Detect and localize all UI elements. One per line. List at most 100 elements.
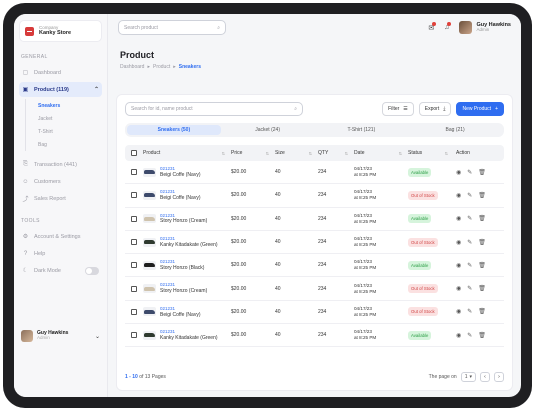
edit-icon[interactable]: ✎ (467, 332, 473, 339)
time-value: at 8:25 PM (354, 242, 377, 248)
filter-button[interactable]: Filter ☰ (382, 102, 414, 116)
sidebar-item-label: Customers (34, 178, 61, 185)
sidebar-item-label: Transaction (441) (34, 161, 77, 168)
tab-bag[interactable]: Bag (21) (445, 127, 465, 133)
view-icon[interactable]: ◉ (456, 309, 462, 316)
row-checkbox[interactable] (131, 169, 137, 176)
breadcrumb-product[interactable]: Product (152, 64, 171, 70)
product-code[interactable]: 021231 (160, 259, 176, 265)
view-icon[interactable]: ◉ (456, 216, 462, 223)
page-select[interactable]: 1 ▾ (460, 372, 476, 382)
row-checkbox[interactable] (131, 262, 137, 269)
sidebar-item-sales-report[interactable]: ⤴ Sales Report (19, 191, 102, 206)
prev-page-button[interactable]: ‹ (480, 372, 490, 382)
view-icon[interactable]: ◉ (456, 239, 462, 246)
header-status[interactable]: Status ⇅ (408, 150, 454, 156)
qty-cell: 234 (318, 169, 327, 176)
edit-icon[interactable]: ✎ (467, 216, 473, 223)
product-code[interactable]: 021231 (160, 212, 176, 218)
tab-tshirt[interactable]: T-Shirt (121) (347, 127, 376, 133)
sidebar-subitem-sneakers[interactable]: Sneakers (25, 99, 102, 112)
table-row[interactable]: 021231 Beigi Coffe (Navy) $20.00 40 234 04/17… (125, 184, 504, 208)
sidebar-item-product[interactable]: ▣ Product (119) ⌃ (19, 82, 102, 97)
view-icon[interactable]: ◉ (456, 332, 462, 339)
product-code[interactable]: 021231 (160, 165, 176, 171)
product-code[interactable]: 021231 (160, 282, 176, 288)
sidebar-subitem-tshirt[interactable]: T-Shirt (25, 125, 102, 138)
sidebar-item-customers[interactable]: ☺ Customers (19, 174, 102, 189)
global-search-input[interactable]: Search product ⌕ (118, 20, 226, 35)
new-product-button[interactable]: New Product + (456, 102, 504, 116)
mail-icon[interactable]: ✉ (428, 21, 437, 32)
table-row[interactable]: 021231 Kanky Kitadakate (Green) $20.00 40 23… (125, 324, 504, 348)
breadcrumb-dashboard[interactable]: Dashboard (120, 64, 145, 70)
row-checkbox[interactable] (131, 192, 137, 199)
header-price[interactable]: Price ⇅ (231, 150, 275, 156)
chevron-up-icon[interactable]: ⌃ (93, 87, 99, 93)
table-row[interactable]: 021231 Story Honzo (Black) $20.00 40 234 04/1… (125, 254, 504, 278)
topbar-user[interactable]: Guy Hawkins Admin (459, 21, 511, 34)
sidebar-item-transaction[interactable]: ⎘ Transaction (441) (19, 157, 102, 172)
caret-down-icon: ▾ (469, 374, 472, 380)
tab-sneakers[interactable]: Sneakers (50) (127, 125, 221, 135)
sidebar-item-help[interactable]: ? Help (19, 246, 102, 261)
table-row[interactable]: 021231 Beigi Coffe (Navy) $20.00 40 234 04/17… (125, 161, 504, 185)
sidebar-subitem-bag[interactable]: Bag (25, 138, 102, 151)
edit-icon[interactable]: ✎ (467, 239, 473, 246)
chevron-down-icon[interactable]: ⌄ (94, 333, 100, 340)
row-checkbox[interactable] (131, 285, 137, 292)
product-name: Beigi Coffe (Navy) (160, 311, 201, 318)
brand-switcher[interactable]: Company Kanky Store (19, 20, 102, 42)
header-label: Status (408, 150, 423, 156)
product-code[interactable]: 021231 (160, 189, 176, 195)
view-icon[interactable]: ◉ (456, 286, 462, 293)
edit-icon[interactable]: ✎ (467, 309, 473, 316)
product-code[interactable]: 021231 (160, 235, 176, 241)
sidebar-item-account-settings[interactable]: ⚙ Account & Settings (19, 229, 102, 244)
view-icon[interactable]: ◉ (456, 192, 462, 199)
row-checkbox[interactable] (131, 215, 137, 222)
edit-icon[interactable]: ✎ (467, 286, 473, 293)
view-icon[interactable]: ◉ (456, 169, 462, 176)
trash-icon[interactable]: 🗑 (478, 309, 486, 316)
trash-icon[interactable]: 🗑 (478, 216, 486, 223)
tab-jacket[interactable]: Jacket (24) (255, 127, 280, 133)
select-all-checkbox[interactable] (131, 150, 137, 156)
table-row[interactable]: 021231 Story Honzo (Cream) $20.00 40 234 04/1… (125, 208, 504, 231)
row-checkbox[interactable] (131, 332, 137, 339)
sneaker-icon (144, 240, 155, 245)
edit-icon[interactable]: ✎ (467, 262, 473, 269)
sidebar-item-dashboard[interactable]: ▢ Dashboard (19, 65, 102, 80)
trash-icon[interactable]: 🗑 (478, 169, 486, 176)
page-count: 1 - 10 of 13 Pages (125, 374, 166, 380)
trash-icon[interactable]: 🗑 (478, 239, 486, 246)
table-row[interactable]: 021231 Kanky Kitadakate (Green) $20.00 40 23… (125, 231, 504, 255)
export-button[interactable]: Export ⤓ (418, 102, 452, 116)
sidebar-subitem-jacket[interactable]: Jacket (25, 112, 102, 125)
header-product[interactable]: Product ⇅ (143, 150, 231, 156)
product-code[interactable]: 021231 (160, 305, 176, 311)
product-card: Search for id, name product ⌕ Filter ☰ E… (116, 94, 513, 391)
trash-icon[interactable]: 🗑 (478, 332, 486, 339)
bell-icon[interactable]: ♫ (444, 22, 452, 31)
table-row[interactable]: 021231 Story Honzo (Cream) $20.00 40 234 04/1… (125, 277, 504, 301)
product-search-input[interactable]: Search for id, name product ⌕ (125, 102, 303, 116)
row-checkbox[interactable] (131, 308, 137, 315)
header-date[interactable]: Date ⇅ (354, 150, 408, 156)
table-row[interactable]: 021231 Beigi Coffe (Navy) $20.00 40 234 04/17… (125, 301, 504, 325)
sidebar-user-card[interactable]: Guy Hawkins Admin ⌄ (19, 327, 102, 345)
dark-mode-toggle[interactable] (85, 266, 99, 275)
trash-icon[interactable]: 🗑 (478, 192, 486, 199)
edit-icon[interactable]: ✎ (467, 192, 473, 199)
product-code[interactable]: 021231 (160, 329, 176, 335)
header-qty[interactable]: QTY ⇅ (318, 150, 354, 156)
product-name: Beigi Coffe (Navy) (160, 171, 201, 178)
header-size[interactable]: Size ⇅ (275, 150, 318, 156)
date-value: 04/17/23 (354, 282, 372, 288)
trash-icon[interactable]: 🗑 (478, 286, 486, 293)
edit-icon[interactable]: ✎ (467, 169, 473, 176)
row-checkbox[interactable] (131, 239, 137, 246)
trash-icon[interactable]: 🗑 (478, 262, 486, 269)
next-page-button[interactable]: › (494, 372, 504, 382)
view-icon[interactable]: ◉ (456, 262, 462, 269)
